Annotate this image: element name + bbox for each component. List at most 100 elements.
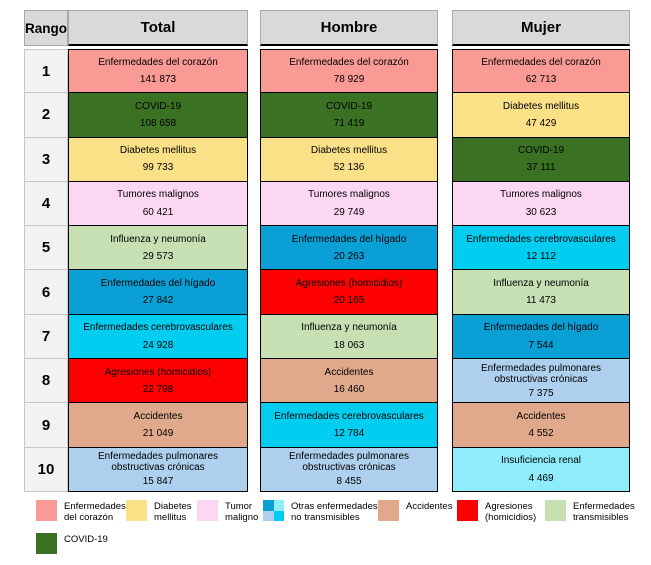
death-count: 12 112 (526, 251, 556, 263)
legend-item-1: Enfermedades del corazón (36, 500, 126, 524)
cell-mujer-rank-7: Enfermedades del hígado 7 544 (452, 314, 630, 360)
death-count: 29 749 (333, 206, 365, 218)
legend-swatch-icon (378, 500, 399, 521)
rank-cell-6: 6 (24, 270, 68, 315)
cause-label: Tumores malignos (117, 189, 199, 201)
cause-label: Tumores malignos (308, 189, 390, 201)
legend-swatch-quad-icon (263, 500, 284, 521)
legend-swatch-icon (457, 500, 478, 521)
death-count: 21 049 (142, 428, 174, 440)
cell-hombre-rank-1: Enfermedades del corazón 78 929 (260, 49, 438, 94)
cause-label: Enfermedades pulmonares obstructivas cró… (288, 451, 410, 474)
cell-hombre-rank-5: Enfermedades del hígado 20 263 (260, 226, 438, 271)
cell-mujer-rank-2: Diabetes mellitus 47 429 (452, 93, 630, 138)
cell-hombre-rank-6: Agresiones (homicidios) 20 165 (260, 270, 438, 315)
cell-mujer-rank-9: Accidentes 4 552 (452, 403, 630, 448)
cell-total-rank-3: Diabetes mellitus 99 733 (68, 137, 248, 182)
cause-label: Diabetes mellitus (119, 145, 197, 157)
cell-hombre-rank-10: Enfermedades pulmonares obstructivas cró… (260, 447, 438, 492)
rank-cell-9: 9 (24, 403, 68, 448)
cause-label: Enfermedades cerebrovasculares (466, 233, 616, 245)
legend-swatch-icon (545, 500, 566, 521)
legend-item-2: Diabetes mellitus (126, 500, 192, 524)
death-count: 15 847 (142, 476, 174, 488)
cause-label: Enfermedades del corazón (481, 57, 601, 69)
cause-label: Enfermedades pulmonares obstructivas cró… (97, 451, 219, 474)
cause-label: Enfermedades del corazón (98, 57, 218, 69)
legend: Enfermedades del corazón Diabetes mellitu… (0, 500, 651, 562)
legend-item-3: Tumor maligno (197, 500, 258, 524)
cause-label: Enfermedades pulmonares obstructivas cró… (480, 362, 602, 385)
total-column: Total Enfermedades del corazón 141 873 COVI… (68, 10, 248, 492)
cause-label: Enfermedades cerebrovasculares (274, 410, 424, 422)
cell-total-rank-7: Enfermedades cerebrovasculares 24 928 (68, 314, 248, 360)
cell-mujer-rank-4: Tumores malignos 30 623 (452, 181, 630, 227)
death-count: 30 623 (525, 206, 557, 218)
cause-label: Tumores malignos (500, 189, 582, 201)
column-header-mujer: Mujer (452, 10, 630, 46)
legend-label: Accidentes (406, 500, 453, 512)
cell-mujer-rank-8: Enfermedades pulmonares obstructivas cró… (452, 359, 630, 404)
cell-hombre-rank-7: Influenza y neumonía 18 063 (260, 314, 438, 360)
legend-swatch-icon (36, 500, 57, 521)
legend-label: Tumor maligno (225, 500, 259, 524)
legend-label: COVID-19 (64, 533, 108, 545)
legend-item-6: Agresiones (homicidios) (457, 500, 536, 524)
legend-label: Agresiones (homicidios) (485, 500, 537, 524)
death-count: 27 842 (142, 295, 174, 307)
rank-cell-1: 1 (24, 49, 68, 94)
death-count: 16 460 (333, 383, 365, 395)
death-count: 62 713 (525, 74, 557, 86)
cell-mujer-rank-6: Influenza y neumonía 11 473 (452, 270, 630, 315)
cell-hombre-rank-3: Diabetes mellitus 52 136 (260, 137, 438, 182)
cell-mujer-rank-10: Insuficiencia renal 4 469 (452, 447, 630, 492)
rank-cell-4: 4 (24, 181, 68, 227)
cell-total-rank-4: Tumores malignos 60 421 (68, 181, 248, 227)
cause-label: COVID-19 (517, 145, 565, 157)
legend-swatch-icon (197, 500, 218, 521)
cause-label: Accidentes (133, 410, 183, 422)
cause-label: Enfermedades del hígado (483, 322, 599, 334)
cause-label: Diabetes mellitus (502, 100, 580, 112)
death-count: 60 421 (142, 206, 174, 218)
cause-label: Enfermedades del hígado (100, 277, 216, 289)
mortality-rank-table: Rango 1 2 3 4 5 6 7 8 9 10 Total Enfermedades del c… (24, 10, 630, 492)
cell-total-rank-2: COVID-19 108 658 (68, 93, 248, 138)
mujer-column: Mujer Enfermedades del corazón 62 713 Diabe… (452, 10, 630, 492)
column-header-hombre: Hombre (260, 10, 438, 46)
death-count: 29 573 (142, 251, 174, 263)
column-header-total: Total (68, 10, 248, 46)
death-count: 78 929 (333, 74, 365, 86)
death-count: 24 928 (142, 339, 174, 351)
cause-label: Enfermedades del hígado (291, 233, 407, 245)
rank-cell-3: 3 (24, 137, 68, 182)
cell-mujer-rank-3: COVID-19 37 111 (452, 137, 630, 182)
legend-label: Enfermedades del corazón (64, 500, 126, 524)
cause-label: Accidentes (324, 366, 374, 378)
legend-item-8: COVID-19 (36, 533, 108, 554)
death-count: 52 136 (333, 162, 365, 174)
death-count: 18 063 (333, 339, 365, 351)
cell-total-rank-10: Enfermedades pulmonares obstructivas cró… (68, 447, 248, 492)
death-count: 8 455 (336, 476, 362, 488)
cell-total-rank-5: Influenza y neumonía 29 573 (68, 226, 248, 271)
hombre-column: Hombre Enfermedades del corazón 78 929 COVI… (260, 10, 438, 492)
cell-mujer-rank-5: Enfermedades cerebrovasculares 12 112 (452, 226, 630, 271)
cell-hombre-rank-9: Enfermedades cerebrovasculares 12 784 (260, 403, 438, 448)
death-count: 11 473 (526, 295, 556, 307)
rank-cell-10: 10 (24, 447, 68, 492)
cause-label: Enfermedades del corazón (289, 57, 409, 69)
cell-mujer-rank-1: Enfermedades del corazón 62 713 (452, 49, 630, 94)
rank-cell-8: 8 (24, 359, 68, 404)
cause-label: Influenza y neumonía (301, 322, 397, 334)
death-count: 4 552 (528, 428, 554, 440)
death-count: 22 798 (142, 383, 174, 395)
cell-total-rank-9: Accidentes 21 049 (68, 403, 248, 448)
death-count: 37 111 (526, 162, 556, 174)
cause-label: Agresiones (homicidios) (295, 277, 403, 289)
rank-cell-2: 2 (24, 93, 68, 138)
cause-label: Influenza y neumonía (493, 277, 589, 289)
cause-label: COVID-19 (325, 100, 373, 112)
death-count: 12 784 (333, 428, 365, 440)
